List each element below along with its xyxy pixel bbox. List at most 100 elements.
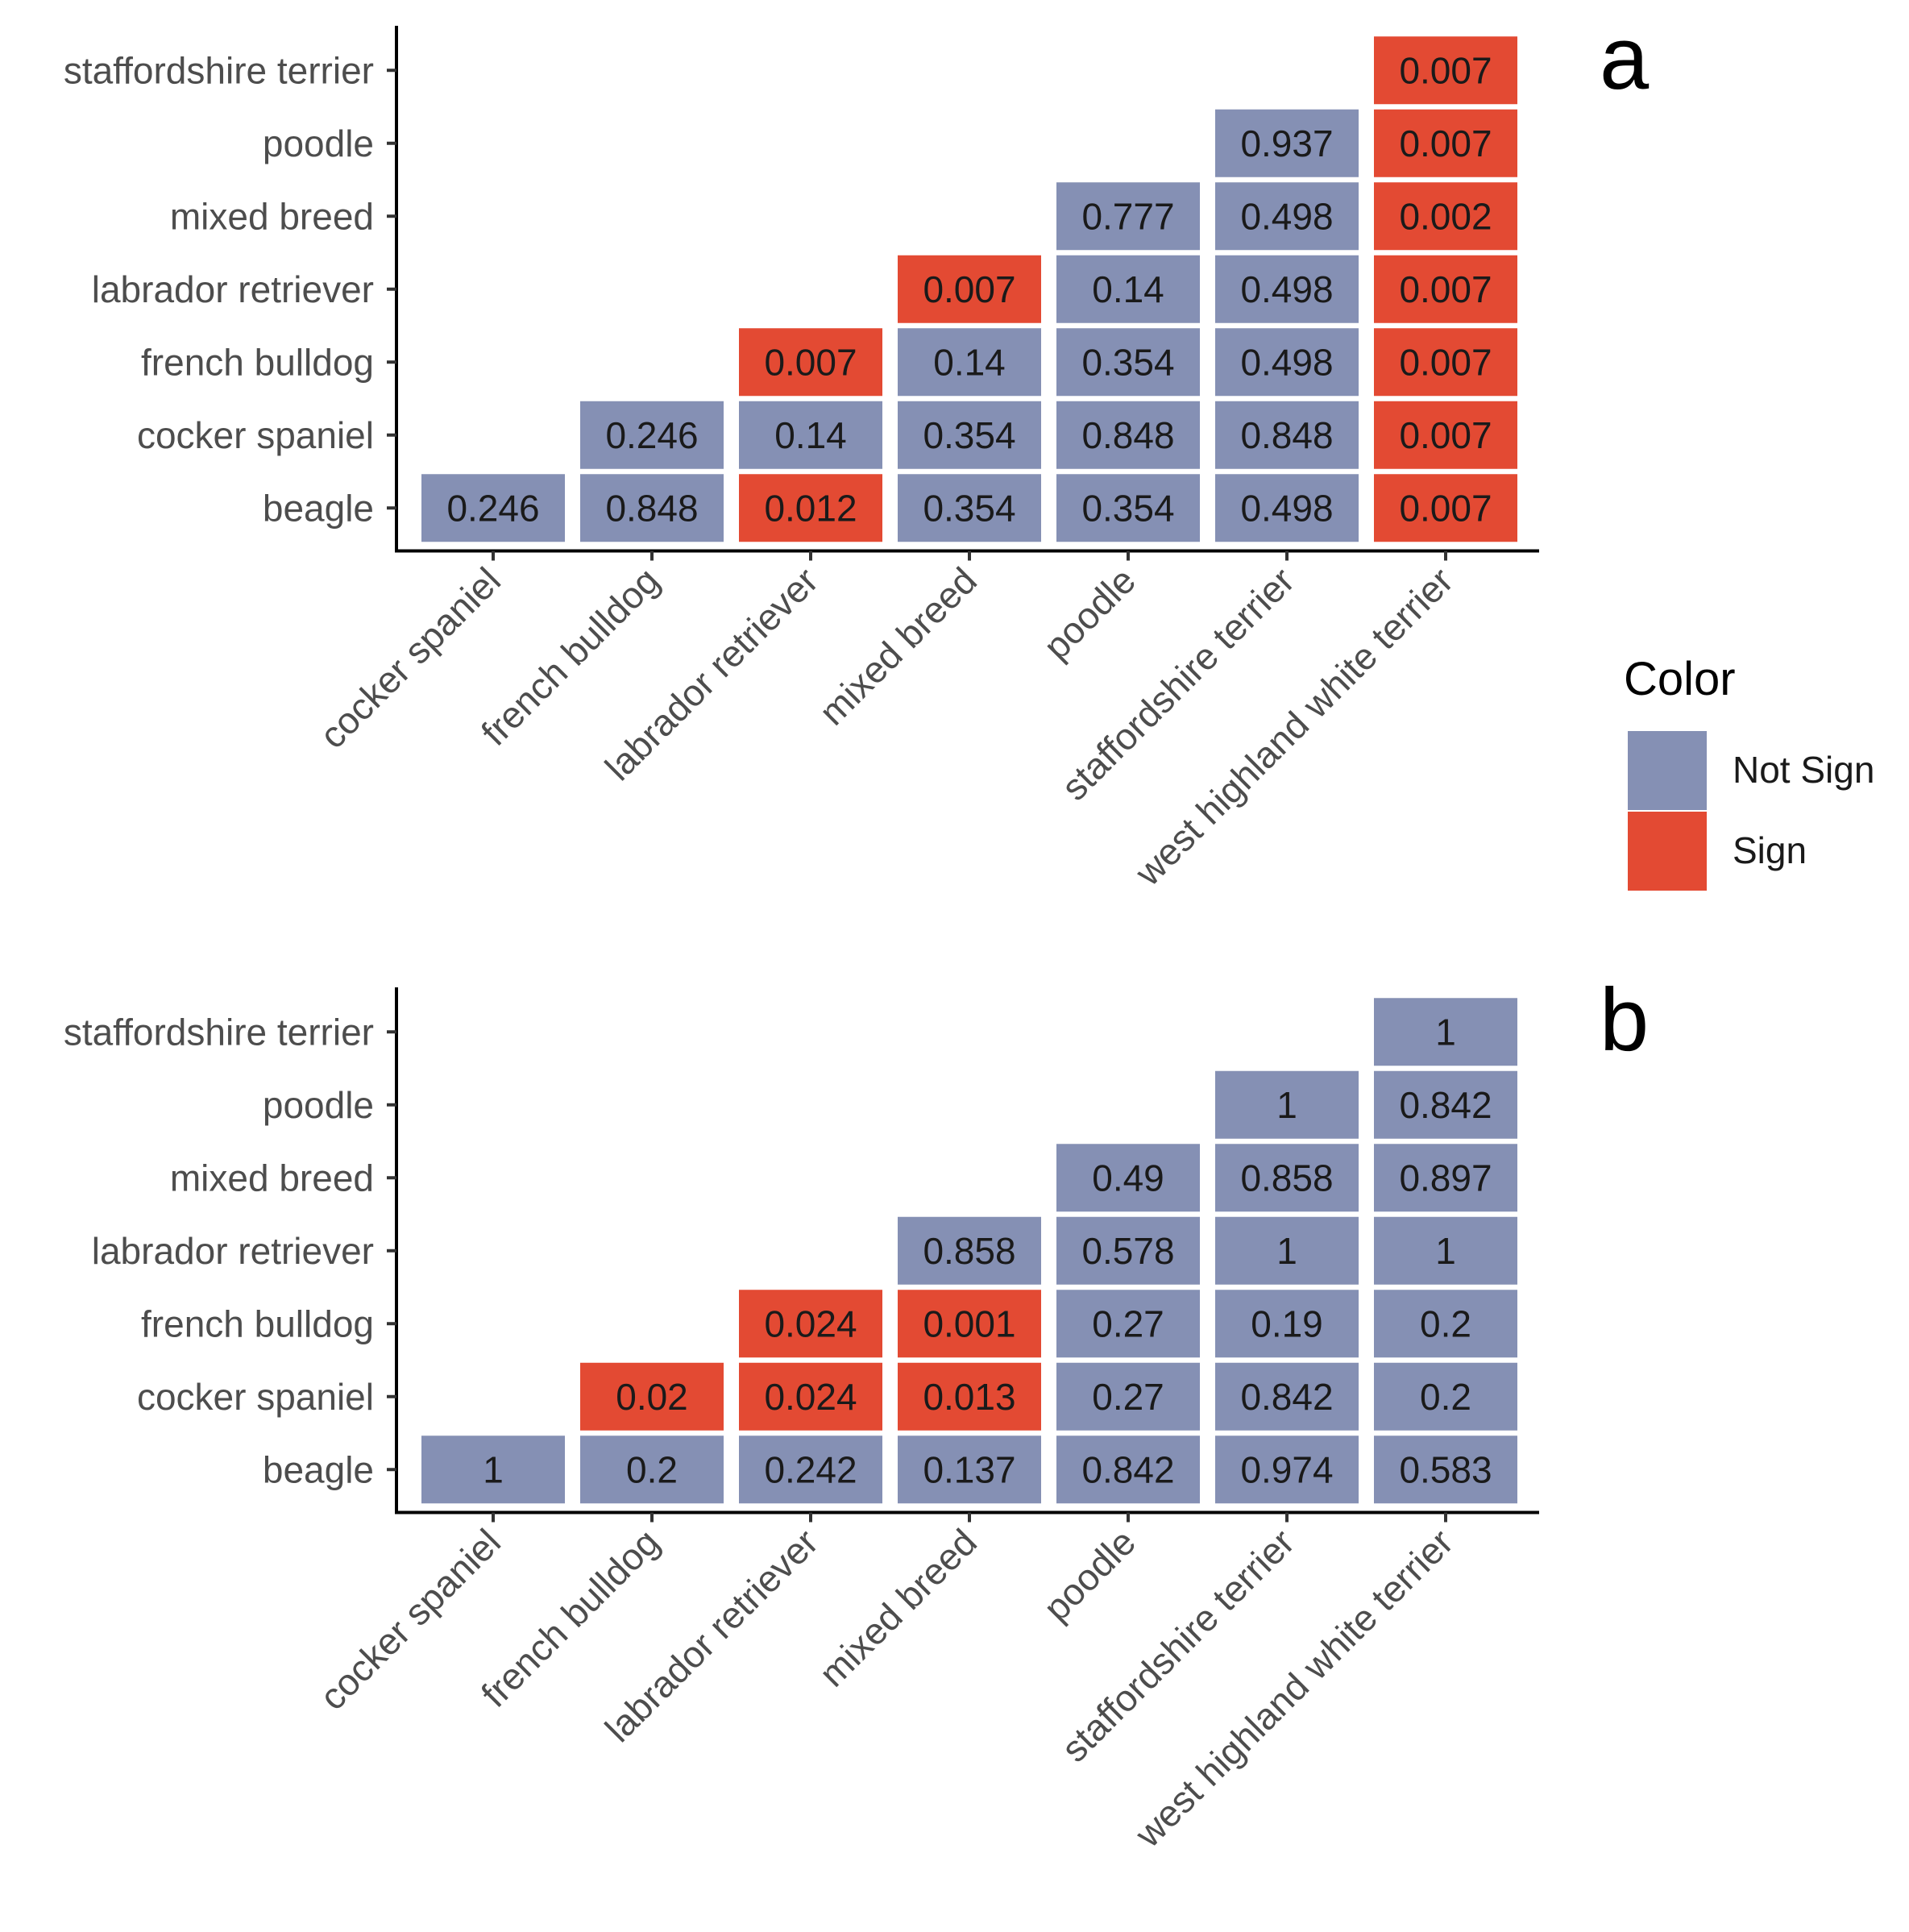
y-tick-label-french-bulldog: french bulldog xyxy=(141,1303,374,1344)
cell-label-west-highland-white-terrier-beagle: 0.007 xyxy=(1399,487,1492,529)
cell-labrador-retriever-beagle xyxy=(739,474,882,542)
legend-label-sign: Sign xyxy=(1733,829,1807,871)
cell-french-bulldog-cocker-spaniel xyxy=(580,1362,724,1431)
cell-label-west-highland-white-terrier-french-bulldog: 0.2 xyxy=(1420,1303,1471,1344)
cell-label-cocker-spaniel-beagle: 1 xyxy=(483,1448,504,1490)
cell-label-staffordshire-terrier-mixed-breed: 0.858 xyxy=(1240,1157,1333,1199)
cell-poodle-cocker-spaniel xyxy=(1056,401,1200,469)
cell-poodle-beagle xyxy=(1056,474,1200,542)
cell-labrador-retriever-french-bulldog xyxy=(739,1290,882,1358)
cell-label-staffordshire-terrier-mixed-breed: 0.498 xyxy=(1240,195,1333,237)
y-tick-label-mixed-breed: mixed breed xyxy=(170,195,374,237)
cell-mixed-breed-cocker-spaniel xyxy=(898,1362,1041,1431)
cell-label-poodle-labrador-retriever: 0.14 xyxy=(1092,268,1164,310)
cell-label-west-highland-white-terrier-staffordshire-terrier: 0.007 xyxy=(1399,49,1492,91)
cell-label-french-bulldog-beagle: 0.848 xyxy=(605,487,698,529)
cell-cocker-spaniel-beagle xyxy=(421,1435,565,1504)
cell-label-labrador-retriever-beagle: 0.242 xyxy=(764,1448,857,1490)
cell-west-highland-white-terrier-cocker-spaniel xyxy=(1374,1362,1517,1431)
cell-poodle-beagle xyxy=(1056,1435,1200,1504)
cell-staffordshire-terrier-poodle xyxy=(1215,1070,1359,1139)
cell-staffordshire-terrier-mixed-breed xyxy=(1215,182,1359,251)
cell-label-labrador-retriever-french-bulldog: 0.024 xyxy=(764,1303,857,1344)
y-tick-label-french-bulldog: french bulldog xyxy=(141,341,374,383)
cell-west-highland-white-terrier-poodle xyxy=(1374,1070,1517,1139)
y-tick-label-staffordshire-terrier: staffordshire terrier xyxy=(64,1011,374,1053)
y-tick-label-poodle: poodle xyxy=(263,123,374,164)
cell-label-mixed-breed-labrador-retriever: 0.007 xyxy=(923,268,1015,310)
cell-label-mixed-breed-cocker-spaniel: 0.013 xyxy=(923,1376,1015,1418)
cell-label-poodle-cocker-spaniel: 0.848 xyxy=(1081,414,1174,456)
cell-label-poodle-cocker-spaniel: 0.27 xyxy=(1092,1376,1164,1418)
legend: Color Not Sign Sign xyxy=(1624,653,1874,891)
cell-label-west-highland-white-terrier-french-bulldog: 0.007 xyxy=(1399,341,1492,383)
cell-staffordshire-terrier-beagle xyxy=(1215,1435,1359,1504)
cell-poodle-mixed-breed xyxy=(1056,1144,1200,1212)
cell-label-staffordshire-terrier-french-bulldog: 0.19 xyxy=(1251,1303,1323,1344)
cell-label-staffordshire-terrier-cocker-spaniel: 0.842 xyxy=(1240,1376,1333,1418)
cell-labrador-retriever-cocker-spaniel xyxy=(739,401,882,469)
cell-label-poodle-mixed-breed: 0.777 xyxy=(1081,195,1174,237)
cell-staffordshire-terrier-mixed-breed xyxy=(1215,1144,1359,1212)
y-tick-label-beagle: beagle xyxy=(263,1448,374,1490)
cell-label-staffordshire-terrier-cocker-spaniel: 0.848 xyxy=(1240,414,1333,456)
cell-label-staffordshire-terrier-french-bulldog: 0.498 xyxy=(1240,341,1333,383)
cell-mixed-breed-french-bulldog xyxy=(898,328,1041,397)
cell-label-west-highland-white-terrier-labrador-retriever: 0.007 xyxy=(1399,268,1492,310)
cell-staffordshire-terrier-labrador-retriever xyxy=(1215,255,1359,323)
y-tick-label-beagle: beagle xyxy=(263,487,374,529)
y-tick-label-labrador-retriever: labrador retriever xyxy=(92,1230,374,1272)
cell-label-cocker-spaniel-beagle: 0.246 xyxy=(446,487,539,529)
cell-label-west-highland-white-terrier-poodle: 0.007 xyxy=(1399,123,1492,164)
cell-staffordshire-terrier-poodle xyxy=(1215,109,1359,177)
cell-label-west-highland-white-terrier-cocker-spaniel: 0.007 xyxy=(1399,414,1492,456)
cell-poodle-labrador-retriever xyxy=(1056,1216,1200,1285)
cell-label-west-highland-white-terrier-labrador-retriever: 1 xyxy=(1435,1230,1456,1272)
cell-west-highland-white-terrier-mixed-breed xyxy=(1374,182,1517,251)
cell-mixed-breed-labrador-retriever xyxy=(898,1216,1041,1285)
cell-label-mixed-breed-labrador-retriever: 0.858 xyxy=(923,1230,1015,1272)
cell-label-staffordshire-terrier-labrador-retriever: 1 xyxy=(1276,1230,1297,1272)
cell-staffordshire-terrier-french-bulldog xyxy=(1215,328,1359,397)
cell-poodle-french-bulldog xyxy=(1056,328,1200,397)
cell-staffordshire-terrier-labrador-retriever xyxy=(1215,1216,1359,1285)
cell-label-labrador-retriever-cocker-spaniel: 0.024 xyxy=(764,1376,857,1418)
cell-french-bulldog-cocker-spaniel xyxy=(580,401,724,469)
panel-label-a: a xyxy=(1600,9,1650,108)
cell-west-highland-white-terrier-labrador-retriever xyxy=(1374,255,1517,323)
cell-poodle-labrador-retriever xyxy=(1056,255,1200,323)
cell-label-poodle-french-bulldog: 0.354 xyxy=(1081,341,1174,383)
cell-label-french-bulldog-beagle: 0.2 xyxy=(626,1448,678,1490)
cell-label-staffordshire-terrier-poodle: 0.937 xyxy=(1240,123,1333,164)
cell-mixed-breed-cocker-spaniel xyxy=(898,401,1041,469)
cell-label-west-highland-white-terrier-mixed-breed: 0.897 xyxy=(1399,1157,1492,1199)
cell-labrador-retriever-cocker-spaniel xyxy=(739,1362,882,1431)
y-tick-label-labrador-retriever: labrador retriever xyxy=(92,268,374,310)
cell-west-highland-white-terrier-beagle xyxy=(1374,1435,1517,1504)
y-tick-label-poodle: poodle xyxy=(263,1084,374,1126)
cell-label-west-highland-white-terrier-staffordshire-terrier: 1 xyxy=(1435,1011,1456,1053)
x-tick-label-mixed-breed: mixed breed xyxy=(811,1521,985,1695)
cell-label-french-bulldog-cocker-spaniel: 0.02 xyxy=(616,1376,688,1418)
y-tick-label-cocker-spaniel: cocker spaniel xyxy=(137,1376,374,1418)
cell-west-highland-white-terrier-staffordshire-terrier xyxy=(1374,36,1517,105)
x-tick-label-poodle: poodle xyxy=(1035,1521,1143,1629)
cell-label-mixed-breed-beagle: 0.137 xyxy=(923,1448,1015,1490)
cell-poodle-cocker-spaniel xyxy=(1056,1362,1200,1431)
cell-label-mixed-breed-french-bulldog: 0.001 xyxy=(923,1303,1015,1344)
cell-label-poodle-beagle: 0.842 xyxy=(1081,1448,1174,1490)
cell-label-french-bulldog-cocker-spaniel: 0.246 xyxy=(605,414,698,456)
panel-a: 0.246 0.848 0.012 0.354 0.354 0.498 0.007 0.246… xyxy=(64,9,1650,894)
cell-label-labrador-retriever-cocker-spaniel: 0.14 xyxy=(774,414,847,456)
cell-label-poodle-french-bulldog: 0.27 xyxy=(1092,1303,1164,1344)
cell-label-labrador-retriever-french-bulldog: 0.007 xyxy=(764,341,857,383)
cell-french-bulldog-beagle xyxy=(580,1435,724,1504)
legend-swatch-sign xyxy=(1628,812,1707,891)
cell-label-mixed-breed-beagle: 0.354 xyxy=(923,487,1015,529)
cell-label-poodle-beagle: 0.354 xyxy=(1081,487,1174,529)
x-tick-label-poodle: poodle xyxy=(1035,559,1143,667)
panel-b: 1 0.2 0.242 0.137 0.842 0.974 0.583 0.02 0.024 0.… xyxy=(64,970,1649,1855)
cell-label-labrador-retriever-beagle: 0.012 xyxy=(764,487,857,529)
cell-mixed-breed-beagle xyxy=(898,474,1041,542)
